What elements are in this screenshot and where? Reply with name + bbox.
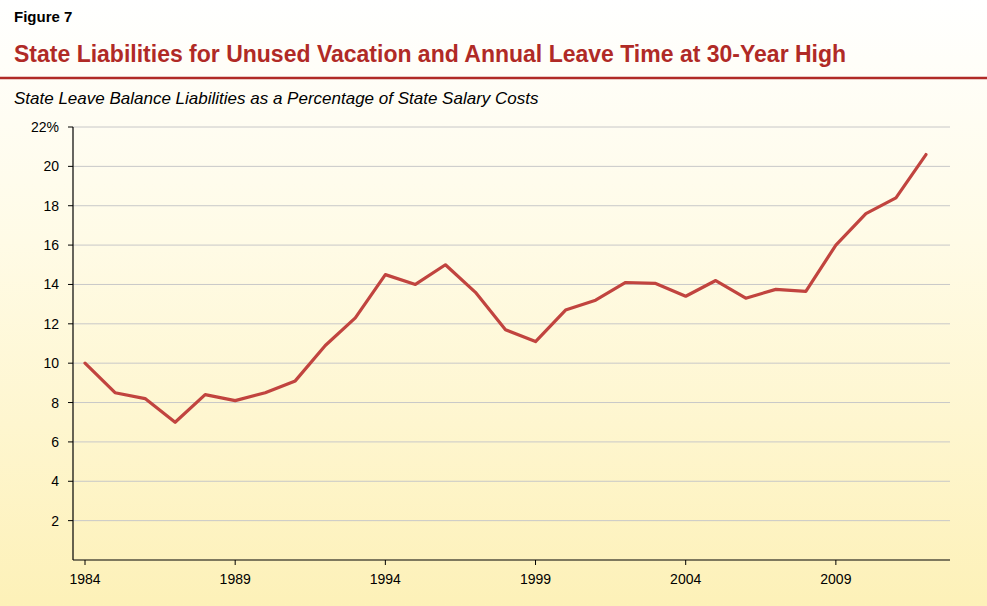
figure-label: Figure 7: [14, 8, 72, 25]
y-tick-label: 6: [51, 434, 59, 450]
grid-line: [73, 166, 950, 167]
grid-line: [73, 323, 950, 324]
x-tick: [685, 560, 686, 565]
y-tick: [68, 245, 73, 246]
grid-line: [73, 441, 950, 442]
x-tick-label: 2009: [820, 571, 851, 587]
grid-line: [73, 402, 950, 403]
y-tick: [68, 363, 73, 364]
y-tick-label: 4: [51, 473, 59, 489]
grid-line: [73, 245, 950, 246]
x-tick: [85, 560, 86, 565]
grid-line: [73, 481, 950, 482]
x-tick: [835, 560, 836, 565]
y-tick-label: 14: [43, 276, 59, 292]
subtitle: State Leave Balance Liabilities as a Per…: [14, 89, 539, 108]
grid-line: [73, 520, 950, 521]
title-rule: [0, 77, 987, 80]
y-tick-label: 16: [43, 237, 59, 253]
x-tick-label: 1984: [69, 571, 100, 587]
y-tick-label: 8: [51, 395, 59, 411]
x-tick: [385, 560, 386, 565]
x-tick: [535, 560, 536, 565]
y-tick-label: 18: [43, 198, 59, 214]
x-axis: [73, 559, 950, 560]
chart: Figure 7 State Liabilities for Unused Vac…: [0, 0, 987, 606]
y-tick: [68, 205, 73, 206]
y-tick: [68, 402, 73, 403]
y-tick: [68, 323, 73, 324]
title: State Liabilities for Unused Vacation an…: [14, 41, 846, 67]
y-tick-label: 22%: [31, 119, 59, 135]
plot-area: [85, 155, 926, 423]
y-tick-label: 2: [51, 513, 59, 529]
x-tick: [235, 560, 236, 565]
y-tick: [68, 166, 73, 167]
x-tick-label: 2004: [670, 571, 701, 587]
grid-line: [73, 363, 950, 364]
x-tick-label: 1999: [520, 571, 551, 587]
y-tick: [68, 127, 73, 128]
y-tick-label: 10: [43, 355, 59, 371]
data-line: [85, 155, 926, 423]
y-axis: [72, 127, 73, 560]
y-tick: [68, 481, 73, 482]
grid-line: [73, 205, 950, 206]
x-tick-label: 1989: [220, 571, 251, 587]
grid-line: [73, 127, 950, 128]
y-tick-label: 12: [43, 316, 59, 332]
y-tick: [68, 520, 73, 521]
y-tick: [68, 284, 73, 285]
grid-line: [73, 284, 950, 285]
y-tick-label: 20: [43, 158, 59, 174]
x-tick-label: 1994: [370, 571, 401, 587]
y-tick: [68, 441, 73, 442]
